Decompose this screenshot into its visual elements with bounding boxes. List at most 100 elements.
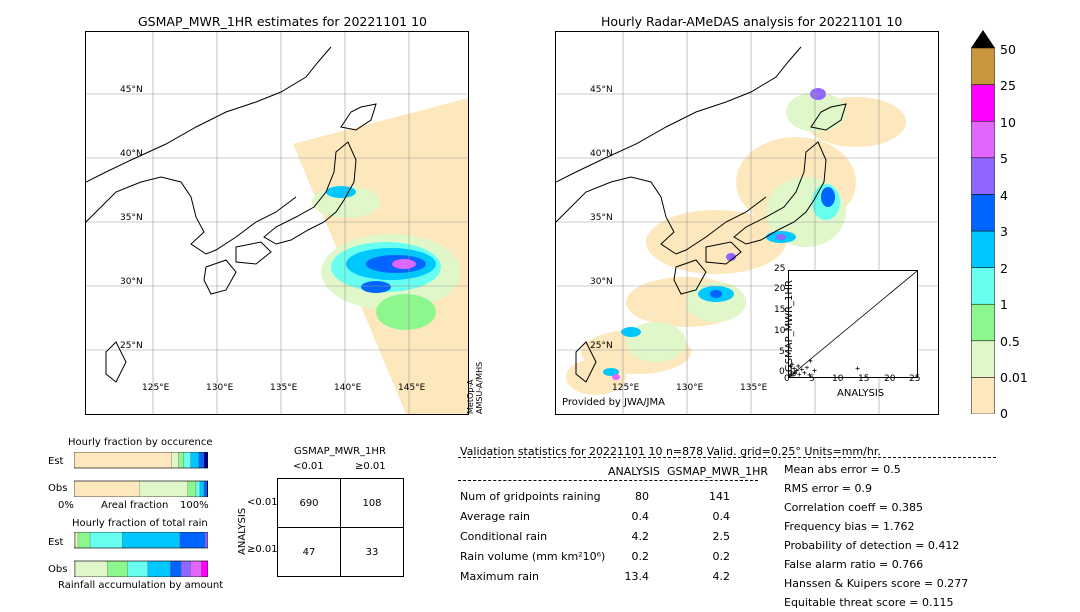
occurrence-bar-segment (178, 451, 185, 469)
lat-label: 25°N (120, 341, 143, 351)
scatter-point (789, 372, 794, 377)
score-line: RMS error = 0.9 (784, 482, 872, 495)
rain-fraction-row-label: Est (48, 537, 64, 548)
occurrence-bar-segment (171, 451, 179, 469)
scatter-point (789, 369, 794, 374)
occurrence-bar-segment (183, 451, 191, 469)
validation-gsmap-value: 2.5 (712, 530, 731, 543)
rain-fraction-bars (73, 531, 209, 578)
occurrence-xlabel-left: 0% (58, 500, 74, 511)
coastlines (86, 46, 377, 383)
rain-fraction-xlabel: Rainfall accumulation by amount (58, 580, 224, 591)
rain-fraction-bar-segment (122, 531, 181, 549)
colorbar-tick: 2 (1000, 261, 1008, 276)
contingency-cell: 690 (277, 478, 341, 528)
lon-label: 145°E (398, 383, 426, 393)
score-line: Equitable threat score = 0.115 (784, 596, 954, 609)
scatter-xtick: 15 (858, 374, 870, 384)
contingency-col-label: ≥0.01 (355, 461, 386, 472)
scatter-point (788, 364, 793, 369)
rain-area (361, 281, 391, 293)
contingency-table: 690 108 47 33 (277, 478, 404, 577)
validation-col-header: ANALYSIS (608, 465, 660, 478)
validation-row-label: Average rain (460, 510, 530, 523)
score-line: Correlation coeff = 0.385 (784, 501, 923, 514)
colorbar-tick: 4 (1000, 188, 1008, 203)
occurrence-row-label: Obs (48, 483, 68, 494)
occurrence-bars (73, 451, 209, 498)
rain-fraction-bar-segment (75, 531, 79, 549)
rain-area (326, 186, 356, 198)
colorbar-tick: 5 (1000, 151, 1008, 166)
contingency-row-label: <0.01 (247, 497, 278, 508)
lat-label: 30°N (120, 277, 143, 287)
left-map: 45°N 40°N 35°N 30°N 25°N 125°E 130°E 135… (85, 31, 469, 415)
scatter-plot (787, 270, 918, 379)
left-map-canvas (86, 32, 468, 414)
rain-fraction-bar-segment (170, 560, 182, 578)
validation-analysis-value: 80 (635, 490, 649, 503)
rain-fraction-bar-segment (89, 531, 123, 549)
lat-label: 35°N (590, 213, 613, 223)
validation-col-header: GSMAP_MWR_1HR (667, 465, 769, 478)
scatter-xtick: 20 (884, 374, 896, 384)
scatter-xlabel: ANALYSIS (837, 388, 885, 399)
occurrence-bar-segment (203, 451, 209, 469)
contingency-row-label: ≥0.01 (247, 544, 278, 555)
map-credit: Provided by JWA/JMA (562, 397, 665, 408)
scatter-point (794, 368, 799, 373)
right-map: 45°N 40°N 35°N 30°N 25°N 125°E 130°E 135… (555, 31, 939, 415)
scatter-ytick: 10 (774, 326, 786, 336)
scatter-ytick: 5 (779, 347, 785, 357)
scatter-point (790, 362, 795, 367)
score-line: Mean abs error = 0.5 (784, 463, 901, 476)
colorbar-tick: 0.01 (1000, 370, 1028, 385)
rain-fraction-bar-segment (77, 531, 91, 549)
validation-row-label: Rain volume (mm km²10⁶) (460, 550, 606, 563)
scatter-point (791, 373, 796, 378)
radar-coverage (566, 88, 906, 395)
occurrence-bar-segment (199, 480, 205, 498)
lat-label: 40°N (590, 149, 613, 159)
validation-analysis-value: 13.4 (624, 570, 650, 583)
occurrence-bar-segment (73, 451, 172, 469)
scatter-point (812, 368, 817, 373)
scatter-xtick: 25 (909, 374, 921, 384)
lon-label: 135°E (740, 383, 768, 393)
validation-gsmap-value: 4.2 (712, 570, 731, 583)
score-line: Probability of detection = 0.412 (784, 539, 960, 552)
occurrence-bar-segment (203, 480, 207, 498)
scatter-ytick: 15 (774, 305, 786, 315)
rain-area (392, 259, 416, 269)
lon-label: 125°E (612, 383, 640, 393)
lat-label: 40°N (120, 149, 143, 159)
scatter-inset (787, 270, 918, 379)
lon-label: 130°E (676, 383, 704, 393)
contingency-cell: 47 (277, 527, 341, 577)
lat-label: 45°N (120, 85, 143, 95)
colorbar-swatch (971, 230, 995, 268)
contingency-cell: 108 (340, 478, 404, 528)
colorbar-swatch (971, 377, 995, 415)
colorbar-tick: 10 (1000, 115, 1016, 130)
score-line: False alarm ratio = 0.766 (784, 558, 924, 571)
validation-row-label: Maximum rain (460, 570, 539, 583)
rain-fraction-bar-segment (179, 531, 206, 549)
sensor-note: MetOp-A AMSU-A/MHS (466, 361, 484, 414)
lat-label: 25°N (590, 341, 613, 351)
lat-label: 30°N (590, 277, 613, 287)
occurrence-bar-segment (190, 451, 199, 469)
occurrence-row-label: Est (48, 456, 64, 467)
scatter-ytick: 20 (774, 284, 786, 294)
occurrence-chart (73, 451, 209, 498)
contingency-title: GSMAP_MWR_1HR (294, 446, 386, 457)
rain-fraction-chart (73, 531, 209, 578)
lat-label: 45°N (590, 85, 613, 95)
rain-area (376, 294, 436, 330)
scatter-point (799, 367, 804, 372)
occurrence-xlabel-right: 100% (180, 500, 209, 511)
scatter-xtick: 0 (784, 374, 790, 384)
score-line: Frequency bias = 1.762 (784, 520, 915, 533)
score-line: Hanssen & Kuipers score = 0.277 (784, 577, 969, 590)
lon-label: 130°E (206, 383, 234, 393)
